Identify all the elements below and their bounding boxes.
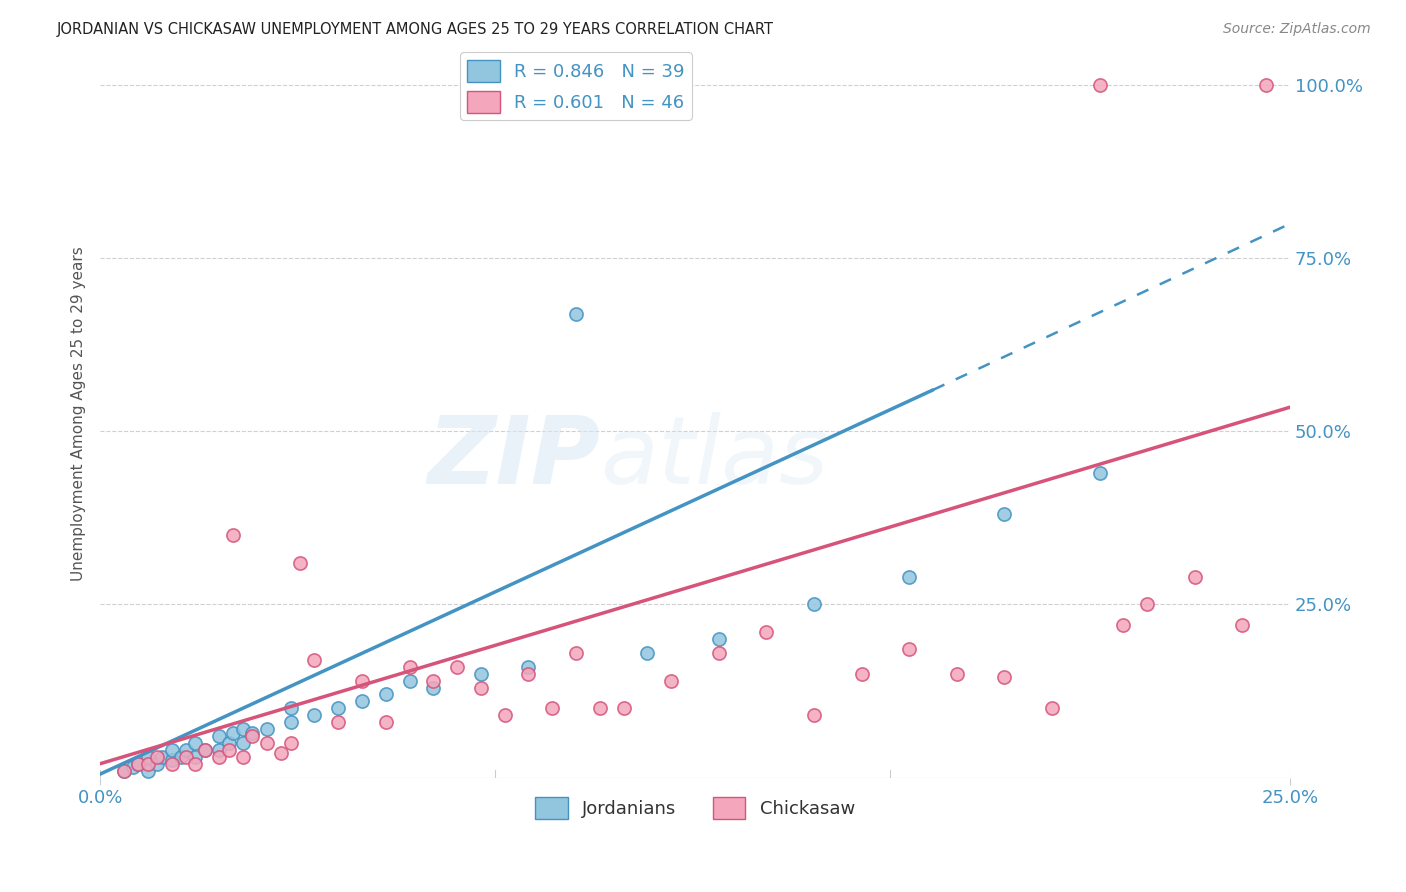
Point [184,756,207,771]
Point [218,736,240,750]
Point [222,725,245,739]
Point [194,743,217,757]
Point [122,760,145,774]
Point [1112,618,1135,632]
Point [1232,618,1254,632]
Point [707,646,730,660]
Point [112,764,135,778]
Point [280,715,302,730]
Point [565,646,588,660]
Text: ZIP: ZIP [427,412,600,504]
Point [374,715,396,730]
Point [242,729,264,743]
Point [174,743,197,757]
Point [136,756,159,771]
Text: Source: ZipAtlas.com: Source: ZipAtlas.com [1223,22,1371,37]
Point [194,743,217,757]
Point [350,673,373,688]
Point [1136,598,1159,612]
Point [208,743,231,757]
Point [803,708,825,723]
Point [613,701,636,715]
Point [136,764,159,778]
Point [208,729,231,743]
Point [1040,701,1063,715]
Point [470,681,492,695]
Point [1256,78,1278,93]
Point [256,736,278,750]
Point [174,749,197,764]
Text: JORDANIAN VS CHICKASAW UNEMPLOYMENT AMONG AGES 25 TO 29 YEARS CORRELATION CHART: JORDANIAN VS CHICKASAW UNEMPLOYMENT AMON… [56,22,773,37]
Point [304,708,326,723]
Point [422,681,444,695]
Point [851,666,873,681]
Point [517,666,540,681]
Point [517,660,540,674]
Point [184,749,207,764]
Text: atlas: atlas [600,412,828,503]
Point [232,736,254,750]
Point [446,660,468,674]
Point [326,715,349,730]
Point [270,747,292,761]
Point [993,670,1015,684]
Point [136,749,159,764]
Point [637,646,659,660]
Point [170,749,193,764]
Point [565,307,588,321]
Point [374,688,396,702]
Point [218,743,240,757]
Point [112,764,135,778]
Point [222,528,245,542]
Point [232,722,254,736]
Point [160,743,183,757]
Point [242,725,264,739]
Legend: Jordanians, Chickasaw: Jordanians, Chickasaw [529,790,862,827]
Point [232,749,254,764]
Point [127,756,149,771]
Point [184,736,207,750]
Point [160,753,183,767]
Point [1088,78,1111,93]
Point [494,708,516,723]
Point [755,625,778,640]
Point [898,570,921,584]
Point [1184,570,1206,584]
Point [659,673,682,688]
Point [146,756,169,771]
Point [898,642,921,657]
Point [707,632,730,646]
Point [350,694,373,708]
Point [304,653,326,667]
Point [803,598,825,612]
Point [280,736,302,750]
Point [470,666,492,681]
Point [422,673,444,688]
Point [589,701,612,715]
Point [127,756,149,771]
Point [946,666,969,681]
Point [208,749,231,764]
Point [256,722,278,736]
Point [150,749,173,764]
Y-axis label: Unemployment Among Ages 25 to 29 years: Unemployment Among Ages 25 to 29 years [72,247,86,582]
Point [541,701,564,715]
Point [326,701,349,715]
Point [160,756,183,771]
Point [280,701,302,715]
Point [1088,466,1111,480]
Point [993,508,1015,522]
Point [398,660,420,674]
Point [146,749,169,764]
Point [398,673,420,688]
Point [288,556,311,570]
